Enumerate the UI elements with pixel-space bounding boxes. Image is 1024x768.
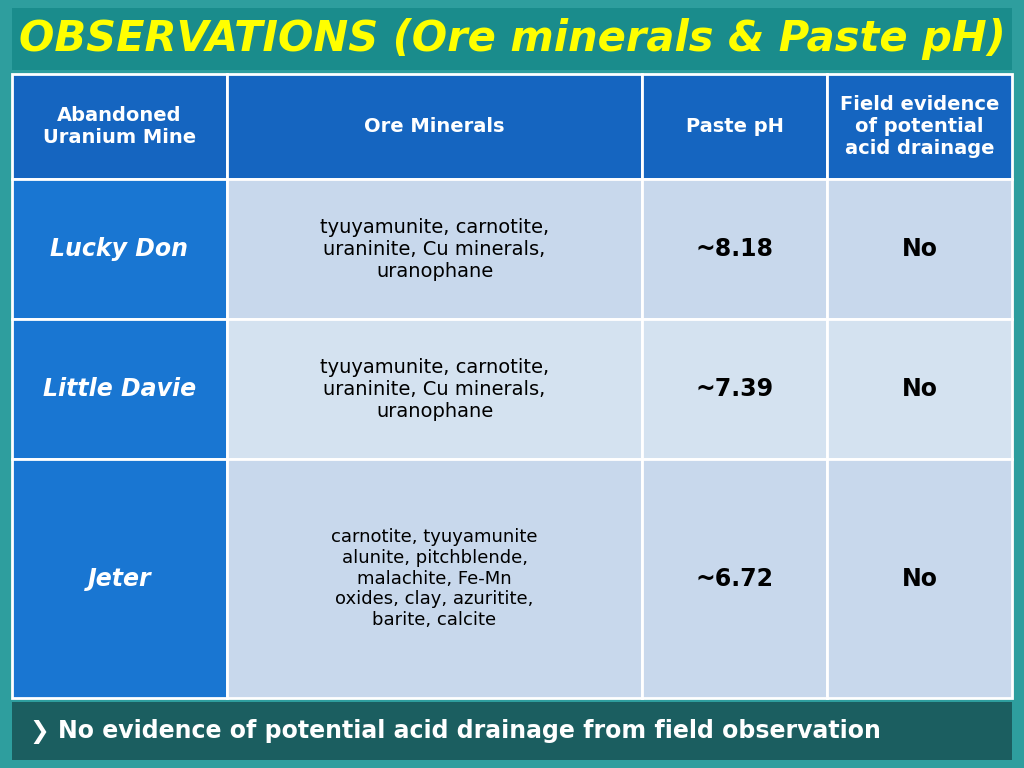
- Text: OBSERVATIONS (Ore minerals & Paste pH): OBSERVATIONS (Ore minerals & Paste pH): [18, 18, 1006, 60]
- Text: Abandoned
Uranium Mine: Abandoned Uranium Mine: [43, 106, 196, 147]
- Bar: [642, 459, 827, 698]
- Bar: [827, 179, 1012, 319]
- Text: Paste pH: Paste pH: [685, 117, 783, 136]
- Text: carnotite, tyuyamunite
alunite, pitchblende,
malachite, Fe-Mn
oxides, clay, azur: carnotite, tyuyamunite alunite, pitchble…: [331, 528, 538, 629]
- Bar: [827, 319, 1012, 459]
- Text: ~8.18: ~8.18: [695, 237, 773, 261]
- Text: No: No: [901, 237, 938, 261]
- Text: tyuyamunite, carnotite,
uraninite, Cu minerals,
uranophane: tyuyamunite, carnotite, uraninite, Cu mi…: [319, 358, 549, 421]
- Bar: [827, 459, 1012, 698]
- Text: Ore Minerals: Ore Minerals: [365, 117, 505, 136]
- Bar: [12, 179, 227, 319]
- Text: No: No: [901, 377, 938, 401]
- Bar: [12, 74, 227, 179]
- Bar: [12, 702, 1012, 760]
- Text: Jeter: Jeter: [88, 567, 152, 591]
- Bar: [12, 8, 1012, 70]
- Bar: [12, 459, 227, 698]
- Bar: [227, 179, 642, 319]
- Bar: [227, 74, 642, 179]
- Bar: [227, 459, 642, 698]
- Bar: [642, 319, 827, 459]
- Bar: [827, 74, 1012, 179]
- Text: ~6.72: ~6.72: [695, 567, 773, 591]
- Text: No: No: [901, 567, 938, 591]
- Text: ~7.39: ~7.39: [695, 377, 773, 401]
- Text: ❯ No evidence of potential acid drainage from field observation: ❯ No evidence of potential acid drainage…: [30, 719, 881, 743]
- Bar: [12, 319, 227, 459]
- Text: Little Davie: Little Davie: [43, 377, 196, 401]
- Bar: [227, 319, 642, 459]
- Text: tyuyamunite, carnotite,
uraninite, Cu minerals,
uranophane: tyuyamunite, carnotite, uraninite, Cu mi…: [319, 217, 549, 280]
- Bar: [642, 179, 827, 319]
- Text: Lucky Don: Lucky Don: [50, 237, 188, 261]
- Bar: [642, 74, 827, 179]
- Text: Field evidence
of potential
acid drainage: Field evidence of potential acid drainag…: [840, 95, 999, 158]
